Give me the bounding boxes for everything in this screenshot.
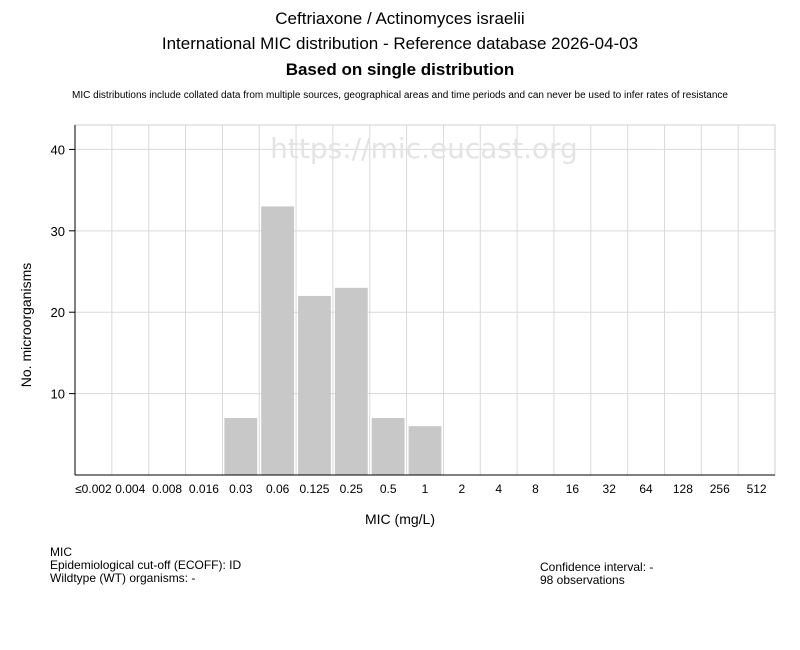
info-left: MIC Epidemiological cut-off (ECOFF): ID … [50,546,241,585]
y-tick-label: 30 [51,224,65,239]
chart-title: Ceftriaxone / Actinomyces israelii [275,9,525,28]
x-tick-label: 0.004 [115,482,145,496]
x-tick-label: 2 [458,482,465,496]
x-tick-label: 0.25 [340,482,364,496]
confidence-interval-line: Confidence interval: - [540,560,654,574]
x-tick-label: 512 [747,482,767,496]
bar-1 [408,426,442,475]
chart-grid [74,124,776,476]
x-tick-label: ≤0.002 [75,482,112,496]
y-tick-label: 20 [51,305,65,320]
x-tick-label: 4 [495,482,502,496]
chart-subtitle-bold: Based on single distribution [285,60,515,79]
chart-subtitle: International MIC distribution - Referen… [161,34,639,53]
wildtype-line: Wildtype (WT) organisms: - [50,571,196,585]
watermark: https://mic.eucast.org [270,132,578,165]
mic-label: MIC [50,545,72,559]
disclaimer-text: MIC distributions include collated data … [72,90,728,101]
x-tick-label: 1 [422,482,429,496]
bar-0.06 [261,206,295,475]
bar-0.25 [334,287,368,475]
chart-axes [69,125,775,476]
x-axis-label: MIC (mg/L) [365,511,435,527]
y-tick-label: 10 [51,387,65,402]
x-tick-label: 128 [673,482,693,496]
y-tick-label: 40 [51,142,65,157]
x-tick-label: 0.06 [266,482,290,496]
bar-0.125 [298,295,331,475]
plot-area [74,124,776,476]
x-tick-label: 0.03 [229,482,253,496]
x-tick-label: 0.5 [380,482,397,496]
x-tick-label: 256 [710,482,730,496]
bar-0.5 [371,418,405,475]
observations-line: 98 observations [540,573,625,587]
x-tick-label: 0.125 [299,482,329,496]
info-right: Confidence interval: - 98 observations [540,561,653,587]
x-tick-label: 0.016 [189,482,219,496]
x-tick-labels: ≤0.002 0.004 0.008 0.016 0.03 0.06 0.125 0.25 0.… [75,482,767,496]
ecoff-line: Epidemiological cut-off (ECOFF): ID [50,558,242,572]
y-axis-label: No. microorganisms [18,263,34,387]
x-tick-label: 64 [639,482,653,496]
chart-bars [224,206,442,475]
x-tick-label: 32 [603,482,617,496]
bar-0.03 [224,418,258,475]
y-tick-labels: 10 20 30 40 [51,142,65,401]
x-tick-label: 8 [532,482,539,496]
x-tick-label: 0.008 [152,482,182,496]
x-tick-label: 16 [566,482,580,496]
